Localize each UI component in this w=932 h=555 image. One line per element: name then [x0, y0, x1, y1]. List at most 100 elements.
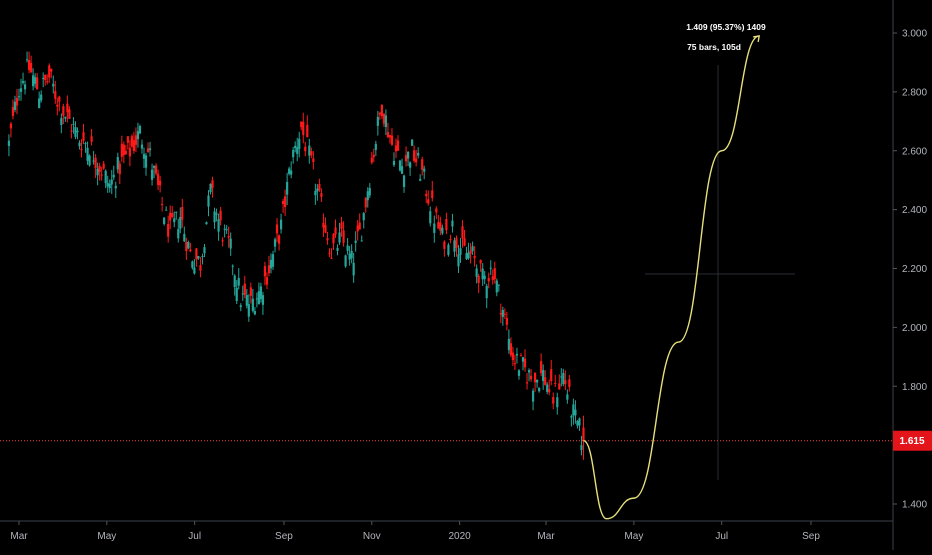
candle-body: [189, 249, 192, 252]
y-tick-label: 1.400: [902, 500, 927, 511]
candle-body: [229, 238, 232, 249]
y-tick-label: 2.000: [902, 323, 927, 334]
candle-body: [225, 229, 228, 231]
candle-body: [332, 234, 335, 244]
projection-arrowhead: [753, 35, 761, 43]
x-tick-label: 2020: [449, 531, 472, 542]
candle-body: [411, 139, 414, 146]
candle-body: [509, 343, 513, 356]
candle-body: [376, 117, 379, 126]
candle-body: [382, 113, 385, 124]
candle-body: [467, 252, 470, 259]
candle-body: [205, 222, 208, 225]
candle-body: [392, 160, 396, 166]
candle-body: [108, 184, 111, 189]
candle-body: [253, 311, 256, 315]
candle-body: [148, 148, 152, 151]
candle-body: [249, 287, 252, 296]
candle-body: [431, 190, 434, 199]
candle-body: [423, 168, 426, 172]
candle-body: [17, 96, 21, 98]
candle-body: [267, 265, 271, 274]
candle-body: [481, 268, 484, 280]
candle-body: [550, 369, 553, 381]
y-axis[interactable]: 3.0002.8002.6002.4002.2002.0001.8001.600…: [893, 29, 932, 511]
candle-body: [179, 216, 182, 229]
candle-body: [443, 241, 446, 249]
candle-body: [102, 163, 105, 169]
candle-body: [211, 180, 214, 188]
candle-body: [441, 227, 444, 234]
candle-body: [273, 239, 277, 247]
candle-body: [134, 135, 138, 145]
candle-body: [122, 144, 125, 156]
candle-body: [193, 267, 196, 274]
candle-body: [74, 127, 77, 137]
candle-body: [316, 188, 319, 192]
candle-body: [195, 248, 198, 260]
candle-body: [298, 138, 301, 149]
candle-body: [368, 188, 371, 196]
candle-body: [503, 313, 506, 315]
candle-body: [112, 174, 115, 178]
candle-body: [568, 379, 571, 388]
candle-body: [161, 204, 164, 206]
candles-layer: [7, 51, 585, 460]
candle-body: [475, 268, 478, 277]
candle-body: [114, 185, 117, 189]
candle-body: [322, 222, 325, 228]
candle-body: [354, 240, 357, 243]
candle-body: [275, 224, 279, 234]
candle-body: [157, 173, 160, 186]
candle-body: [445, 218, 448, 231]
candle-body: [479, 260, 482, 264]
candle-body: [521, 357, 525, 362]
candle-body: [398, 160, 402, 171]
candle-body: [390, 135, 394, 145]
candle-body: [251, 298, 254, 311]
candle-body: [183, 234, 186, 242]
candle-body: [447, 244, 450, 255]
candle-body: [457, 254, 460, 267]
candle-body: [201, 255, 204, 257]
candle-body: [505, 317, 508, 325]
candle-body: [217, 219, 220, 232]
candle-body: [281, 201, 285, 205]
candle-body: [247, 304, 250, 317]
x-tick-label: May: [97, 531, 116, 542]
candle-body: [519, 355, 523, 357]
candle-body: [493, 268, 496, 280]
candle-body: [223, 228, 226, 230]
candle-body: [356, 225, 359, 232]
candle-body: [348, 253, 351, 260]
candle-body: [489, 267, 492, 269]
candle-body: [542, 370, 545, 382]
candle-body: [140, 144, 144, 149]
candle-body: [310, 151, 313, 156]
candle-body: [471, 246, 474, 252]
candle-body: [32, 75, 35, 87]
x-axis[interactable]: Mar May Jul Sep Nov 2020 Mar May Jul Sep: [10, 521, 820, 542]
candle-body: [150, 169, 154, 180]
candle-body: [497, 284, 500, 286]
x-tick-label: Sep: [802, 531, 820, 542]
candle-body: [413, 150, 416, 161]
candle-body: [116, 156, 119, 170]
candle-body: [21, 81, 25, 83]
candle-body: [227, 236, 230, 238]
candle-body: [52, 83, 55, 87]
candle-body: [175, 211, 178, 213]
candle-body: [104, 170, 107, 184]
candle-body: [320, 193, 323, 197]
candle-body: [126, 136, 129, 143]
candle-body: [187, 242, 190, 249]
candle-body: [429, 211, 432, 224]
candle-body: [259, 286, 263, 300]
candle-body: [402, 175, 406, 187]
candle-body: [364, 198, 367, 208]
candle-body: [138, 126, 142, 134]
candle-body: [400, 166, 404, 174]
candle-body: [96, 168, 99, 176]
